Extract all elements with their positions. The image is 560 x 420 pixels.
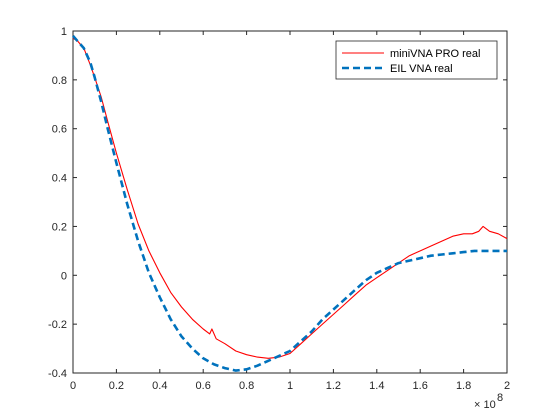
x-tick-label: 0.2 [109, 380, 124, 392]
plot-area [73, 31, 507, 373]
y-tick-label: 0.4 [52, 173, 67, 185]
y-tick-label: 0.8 [52, 75, 67, 87]
x-tick-label: 1.2 [326, 380, 341, 392]
y-tick-label: 0 [61, 270, 67, 282]
x-tick-label: 1 [287, 380, 293, 392]
y-tick-label: -0.2 [48, 319, 67, 331]
x-exponent-power: 8 [497, 392, 503, 404]
y-tick-label: 0.6 [52, 124, 67, 136]
y-tick-label: -0.4 [48, 368, 67, 380]
x-tick-label: 2 [504, 380, 510, 392]
x-tick-label: 1.6 [413, 380, 428, 392]
x-tick-label: 1.4 [369, 380, 384, 392]
x-tick-label: 0.8 [239, 380, 254, 392]
y-tick-label: 1 [61, 26, 67, 38]
y-tick-label: 0.2 [52, 221, 67, 233]
x-tick-label: 0.4 [152, 380, 167, 392]
x-tick-label: 0.6 [196, 380, 211, 392]
x-tick-label: 0 [70, 380, 76, 392]
legend-label-eil: EIL VNA real [390, 63, 453, 75]
x-exponent-label: × 10 [474, 399, 496, 411]
legend: miniVNA PRO real EIL VNA real [336, 41, 497, 79]
x-tick-label: 1.8 [456, 380, 471, 392]
axes [73, 31, 507, 373]
legend-label-minivna: miniVNA PRO real [390, 48, 480, 60]
